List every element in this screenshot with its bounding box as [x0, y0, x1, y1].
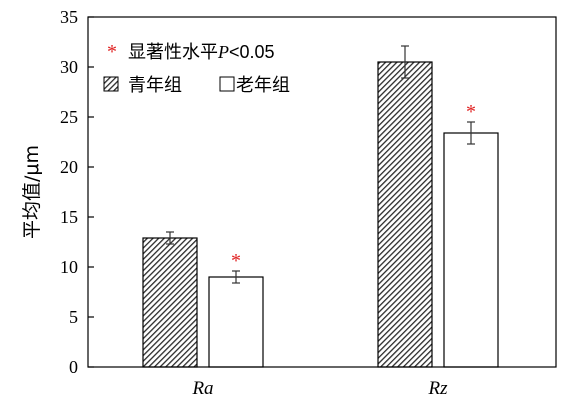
legend-label-series-1: 青年组 [128, 75, 182, 96]
x-axis-labels: Ra Rz [191, 378, 448, 399]
y-tick-label: 10 [60, 257, 78, 277]
y-tick-label: 25 [60, 107, 78, 127]
bar-ra-series-2 [208, 276, 264, 368]
significance-star: * [466, 101, 476, 123]
x-category-label: Rz [428, 378, 449, 399]
significance-star: * [231, 250, 241, 272]
bars: ** [142, 45, 499, 368]
y-tick-label: 35 [60, 7, 78, 27]
legend-significance-symbol: * [107, 41, 117, 63]
y-tick-label: 15 [60, 207, 78, 227]
legend-swatch-series-2 [219, 76, 235, 92]
legend-significance-label: 显著性水平P<0.05 [128, 42, 275, 63]
bar-rz-series-2 [443, 132, 499, 368]
legend-swatch-series-1 [103, 76, 119, 92]
y-tick-label: 5 [69, 307, 78, 327]
bar-ra-series-1 [142, 237, 198, 368]
y-tick-label: 20 [60, 157, 78, 177]
plot-area-frame [87, 16, 557, 368]
legend: * 显著性水平P<0.05 青年组 老年组 [103, 41, 290, 96]
bar-rz-series-1 [377, 61, 433, 368]
y-tick-label: 30 [60, 57, 78, 77]
y-axis-label: 平均值/μm [21, 145, 43, 239]
legend-label-series-2: 老年组 [236, 75, 290, 96]
y-axis-ticks: 0 5 10 15 20 25 30 35 [60, 7, 94, 377]
x-category-label: Ra [191, 378, 213, 399]
y-tick-label: 0 [69, 357, 78, 377]
